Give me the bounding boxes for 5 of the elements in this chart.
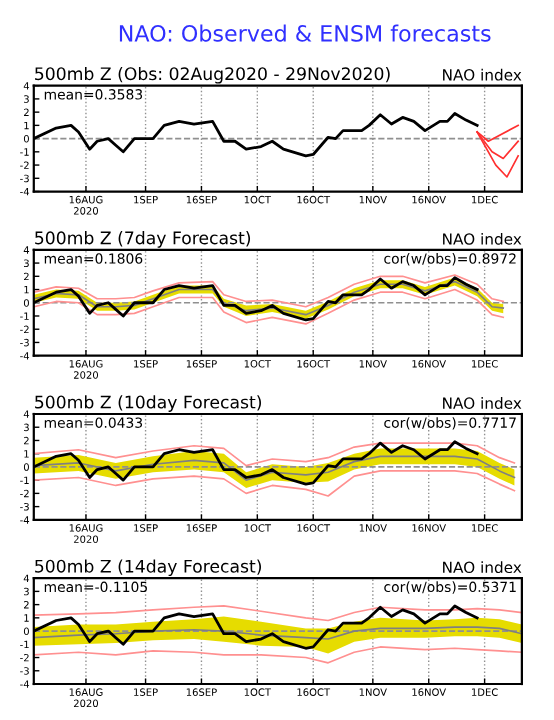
- chart-subtitle: 500mb Z (7day Forecast): [35, 231, 251, 248]
- chart-title: NAO: Observed & ENSM forecasts: [119, 24, 491, 42]
- chart-subtitle: 500mb Z (14day Forecast): [35, 559, 261, 577]
- chart-subtitle: 500mb Z (10day Forecast): [35, 395, 261, 412]
- chart-subtitle: 500mb Z (Obs: 02Aug2020 - 29Nov2020): [35, 66, 390, 84]
